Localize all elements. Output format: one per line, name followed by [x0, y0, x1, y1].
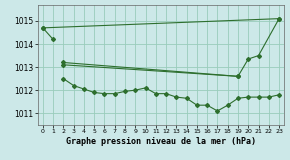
X-axis label: Graphe pression niveau de la mer (hPa): Graphe pression niveau de la mer (hPa)	[66, 137, 256, 146]
